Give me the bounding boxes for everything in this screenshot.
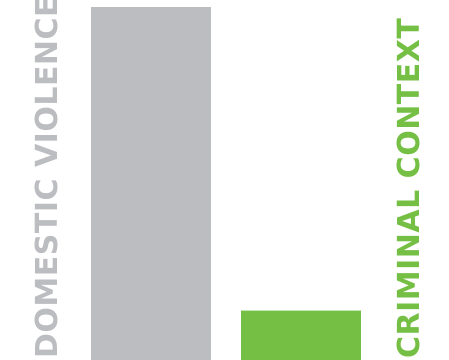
bar-criminal-context xyxy=(241,310,361,360)
bar-domestic-violence xyxy=(91,7,211,360)
bars-group xyxy=(91,7,361,360)
category-label-criminal-context: CRIMINAL CONTEXT xyxy=(392,18,427,358)
category-label-domestic-violence: DOMESTIC VIOLENCE xyxy=(30,0,65,358)
